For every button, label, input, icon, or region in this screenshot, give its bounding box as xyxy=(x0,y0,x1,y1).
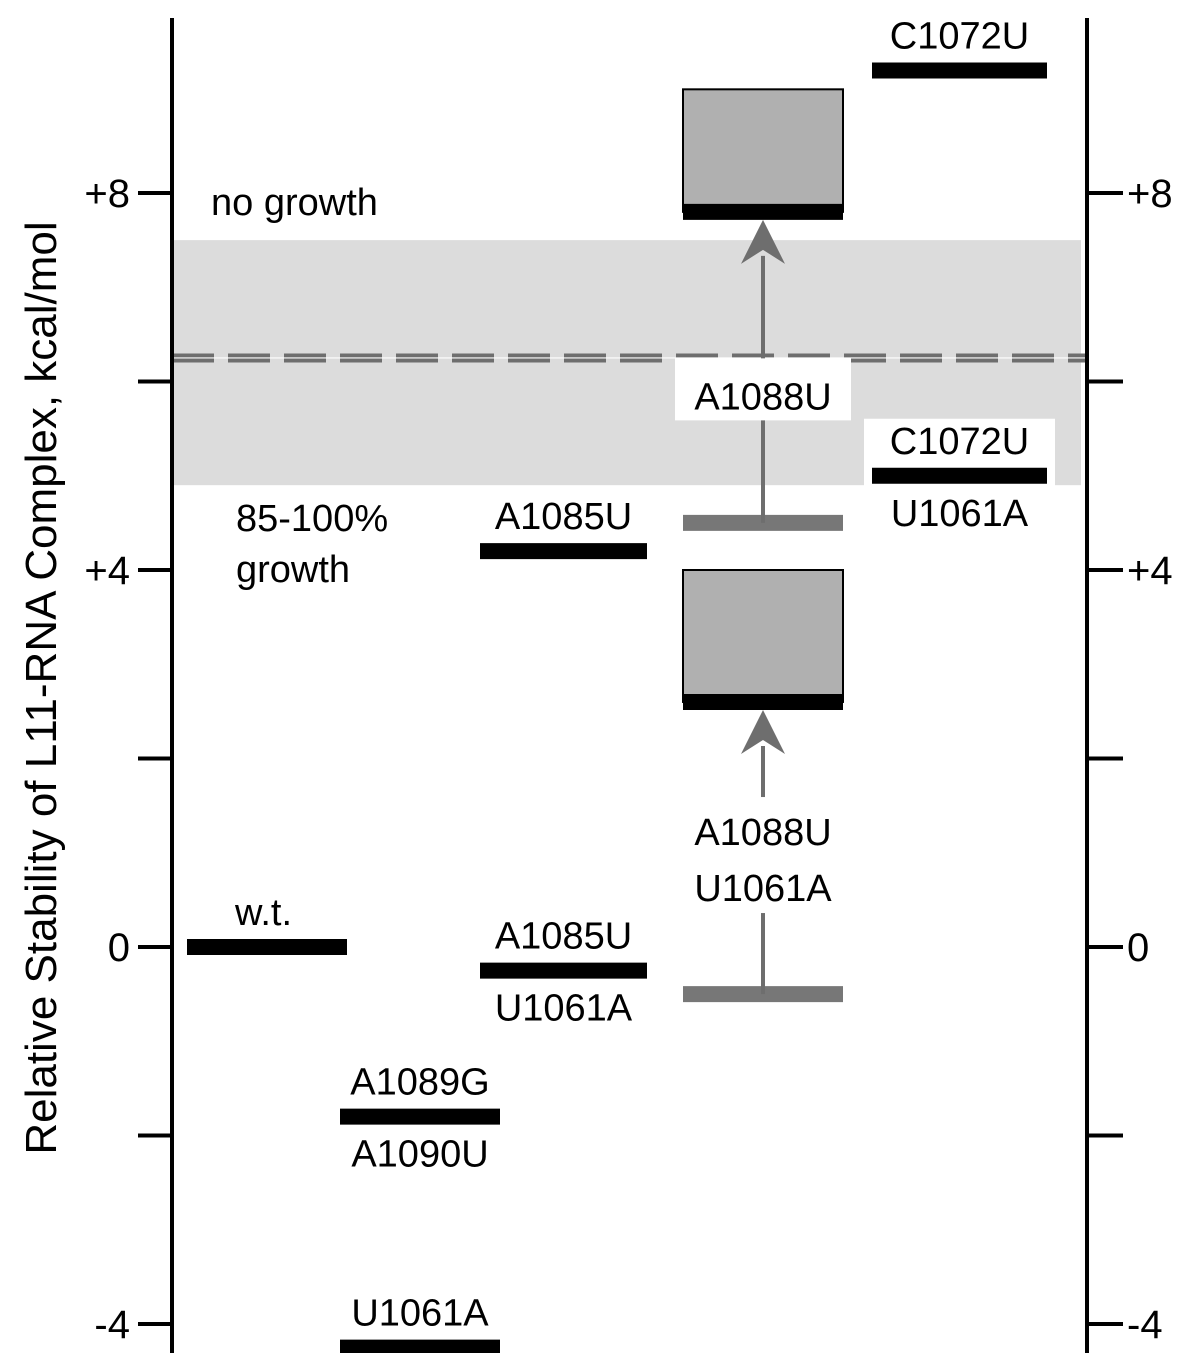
growth-label-line2: growth xyxy=(236,549,350,591)
marks-layer xyxy=(187,62,1047,1353)
lower-bound-label: A1088U xyxy=(694,812,831,854)
text-layer: Relative Stability of L11-RNA Complex, k… xyxy=(17,15,1029,1334)
right-tick-label: +4 xyxy=(1127,549,1173,593)
left-tick-label: +4 xyxy=(84,549,130,593)
left-tick-label: -4 xyxy=(94,1303,130,1347)
axes-layer: +8 +8 +4 +4 0 0 -4 -4 xyxy=(84,18,1173,1353)
lower-bound-box xyxy=(682,569,844,703)
mutant-label: U1061A xyxy=(891,493,1029,535)
mutant-label: A1085U xyxy=(495,496,632,538)
mutant-label: U1061A xyxy=(495,988,633,1030)
left-tick-label: +8 xyxy=(84,172,130,216)
lower-bound-label: U1061A xyxy=(694,868,832,910)
no-growth-label: no growth xyxy=(211,182,378,224)
mutant-label: C1072U xyxy=(890,421,1029,463)
mutant-label: A1090U xyxy=(351,1134,488,1176)
mutant-label: A1085U xyxy=(495,916,632,958)
right-tick-label: +8 xyxy=(1127,172,1173,216)
lower-bound-label: A1088U xyxy=(694,376,831,418)
right-tick-label: 0 xyxy=(1127,926,1149,970)
arrow-head xyxy=(741,219,785,264)
mutant-label: w.t. xyxy=(234,892,292,934)
growth-label-line1: 85-100% xyxy=(236,498,388,540)
right-tick-label: -4 xyxy=(1127,1303,1163,1347)
arrow-label-backdrop xyxy=(675,797,851,914)
y-axis-label: Relative Stability of L11-RNA Complex, k… xyxy=(17,221,66,1154)
arrow-head xyxy=(741,709,785,754)
mutant-label: C1072U xyxy=(890,15,1029,57)
lower-bound-box xyxy=(682,88,844,213)
mutant-label: U1061A xyxy=(351,1293,489,1335)
background-layer xyxy=(172,240,1087,531)
mutant-label: A1089G xyxy=(350,1062,489,1104)
arrow-label-backdrop xyxy=(675,358,851,421)
left-tick-label: 0 xyxy=(108,926,130,970)
